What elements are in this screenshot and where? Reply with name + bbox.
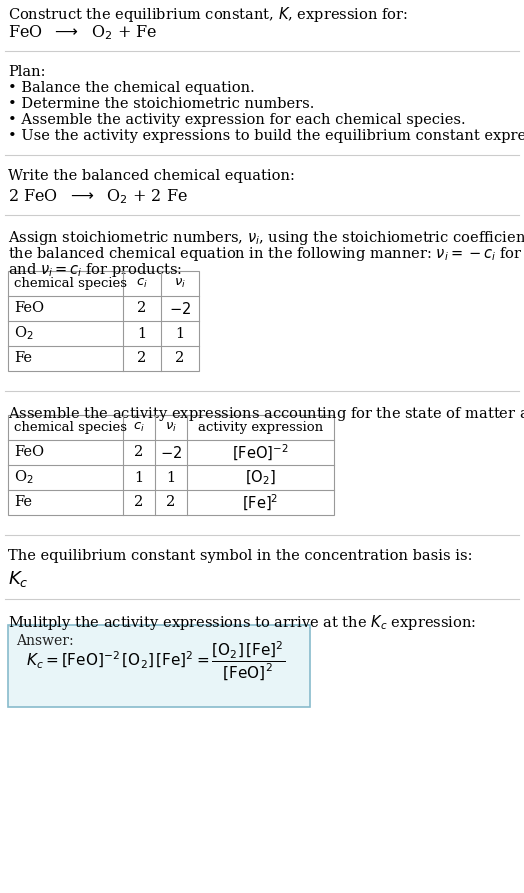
Text: The equilibrium constant symbol in the concentration basis is:: The equilibrium constant symbol in the c… (8, 549, 473, 563)
Text: activity expression: activity expression (198, 421, 323, 434)
Text: 1: 1 (167, 471, 176, 485)
Text: FeO: FeO (14, 302, 44, 315)
Text: Fe: Fe (14, 352, 32, 365)
Text: the balanced chemical equation in the following manner: $\nu_i = -c_i$ for react: the balanced chemical equation in the fo… (8, 245, 524, 263)
Text: 2: 2 (137, 302, 147, 315)
Text: 2: 2 (134, 446, 144, 460)
Text: $c_i$: $c_i$ (133, 421, 145, 434)
Text: Answer:: Answer: (16, 634, 74, 648)
Text: and $\nu_i = c_i$ for products:: and $\nu_i = c_i$ for products: (8, 261, 182, 279)
Text: $[\mathrm{O_2}]$: $[\mathrm{O_2}]$ (245, 468, 276, 487)
Text: • Determine the stoichiometric numbers.: • Determine the stoichiometric numbers. (8, 97, 314, 111)
Text: Fe: Fe (14, 496, 32, 510)
Text: $-2$: $-2$ (160, 445, 182, 461)
Text: Mulitply the activity expressions to arrive at the $K_c$ expression:: Mulitply the activity expressions to arr… (8, 613, 476, 632)
Text: 2: 2 (137, 352, 147, 365)
Text: chemical species: chemical species (14, 421, 127, 434)
Text: O$_2$: O$_2$ (14, 325, 34, 342)
FancyBboxPatch shape (8, 625, 310, 707)
Text: Construct the equilibrium constant, $K$, expression for:: Construct the equilibrium constant, $K$,… (8, 5, 408, 24)
Text: Write the balanced chemical equation:: Write the balanced chemical equation: (8, 169, 295, 183)
Text: Assign stoichiometric numbers, $\nu_i$, using the stoichiometric coefficients, $: Assign stoichiometric numbers, $\nu_i$, … (8, 229, 524, 247)
Text: FeO  $\longrightarrow$  O$_2$ + Fe: FeO $\longrightarrow$ O$_2$ + Fe (8, 23, 157, 42)
Text: 1: 1 (176, 327, 184, 340)
Text: O$_2$: O$_2$ (14, 469, 34, 487)
Text: 2: 2 (176, 352, 184, 365)
Text: $c_i$: $c_i$ (136, 277, 148, 290)
Text: 1: 1 (135, 471, 144, 485)
Bar (8, 271, 199, 371)
Text: • Assemble the activity expression for each chemical species.: • Assemble the activity expression for e… (8, 113, 466, 127)
Text: $\nu_i$: $\nu_i$ (174, 277, 186, 290)
Text: 2: 2 (134, 496, 144, 510)
Text: • Use the activity expressions to build the equilibrium constant expression.: • Use the activity expressions to build … (8, 129, 524, 143)
Text: $K_c$: $K_c$ (8, 569, 29, 589)
Bar (8, 415, 334, 515)
Text: 2: 2 (167, 496, 176, 510)
Text: $\nu_i$: $\nu_i$ (165, 421, 177, 434)
Text: Assemble the activity expressions accounting for the state of matter and $\nu_i$: Assemble the activity expressions accoun… (8, 405, 524, 423)
Text: $-2$: $-2$ (169, 301, 191, 316)
Text: • Balance the chemical equation.: • Balance the chemical equation. (8, 81, 255, 95)
Text: 1: 1 (137, 327, 147, 340)
Text: $K_c = [\mathrm{FeO}]^{-2}\,[\mathrm{O_2}]\,[\mathrm{Fe}]^2 = \dfrac{[\mathrm{O_: $K_c = [\mathrm{FeO}]^{-2}\,[\mathrm{O_2… (26, 639, 285, 682)
Text: 2 FeO  $\longrightarrow$  O$_2$ + 2 Fe: 2 FeO $\longrightarrow$ O$_2$ + 2 Fe (8, 187, 188, 205)
Text: $[\mathrm{FeO}]^{-2}$: $[\mathrm{FeO}]^{-2}$ (232, 442, 289, 463)
Text: $[\mathrm{Fe}]^{2}$: $[\mathrm{Fe}]^{2}$ (242, 492, 279, 513)
Text: Plan:: Plan: (8, 65, 46, 79)
Text: chemical species: chemical species (14, 277, 127, 290)
Text: FeO: FeO (14, 446, 44, 460)
